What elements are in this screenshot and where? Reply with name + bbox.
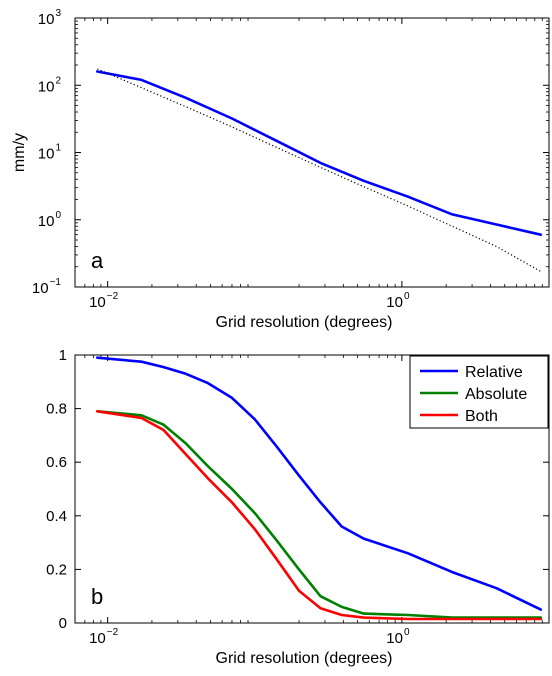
y-tick-label: 10−1 [32,277,62,297]
y-tick-label: 0.8 [46,401,67,418]
plot-frame [75,18,549,287]
legend-label-absolute: Absolute [465,386,527,403]
panel-label: b [91,584,103,609]
y-axis-label: mm/y [11,133,28,172]
y-tick-label: 100 [38,210,62,230]
y-tick-label: 103 [38,8,62,28]
series-line-both [97,411,541,619]
y-tick-label: 1 [59,347,67,364]
y-tick-label: 0.6 [46,454,67,471]
x-tick-label: 100 [386,291,410,311]
x-axis-label: Grid resolution (degrees) [216,650,393,667]
x-tick-label: 10−2 [89,291,119,311]
y-tick-label: 101 [38,143,62,163]
y-tick-label: 0.4 [46,508,67,525]
legend-label-both: Both [465,408,498,425]
x-axis-label: Grid resolution (degrees) [216,314,393,331]
y-tick-label: 0 [59,615,67,632]
series-line-0 [97,72,541,235]
legend: Relative Absolute Both [410,356,548,428]
y-tick-label: 102 [38,75,62,95]
x-tick-label: 10−2 [89,627,119,647]
chart-panel-a: 10−2 100 10−1 100 101 102 103 Grid resolution (… [11,8,549,331]
series-line-1 [97,69,541,272]
chart-panel-b: 10−2 100 0 0.2 0.4 0.6 0.8 1 Grid resolution (de… [46,347,549,667]
y-tick-label: 0.2 [46,561,67,578]
legend-label-relative: Relative [465,364,523,381]
panel-label: a [91,248,104,273]
series-line-absolute [97,411,541,617]
x-tick-label: 100 [386,627,410,647]
